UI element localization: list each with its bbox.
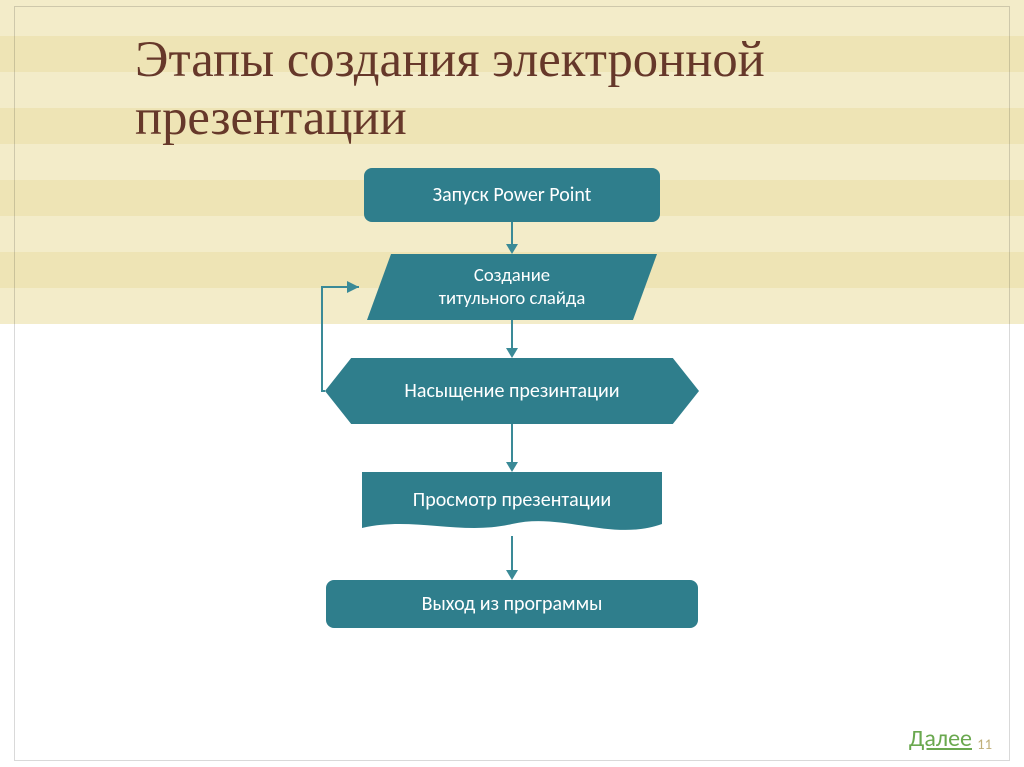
flow-node-label: Запуск Power Point: [433, 183, 592, 208]
flow-node-label: Просмотр презентации: [413, 488, 611, 513]
flow-node-4: Выход из программы: [326, 580, 698, 628]
page-title: Этапы создания электронной презентации: [135, 30, 895, 147]
flow-node-label: Выход из программы: [422, 592, 603, 617]
flow-arrow: [506, 536, 518, 580]
flow-node-0: Запуск Power Point: [364, 168, 660, 222]
flow-node-label: Насыщение презинтации: [404, 379, 619, 404]
flow-arrow: [506, 320, 518, 358]
flow-node-label: Создание титульного слайда: [439, 264, 586, 311]
flow-node-3: Просмотр презентации: [362, 472, 662, 536]
flow-arrow: [506, 424, 518, 472]
flowchart: Запуск Power Point Создание титульного сл…: [0, 168, 1024, 628]
page-number: 11: [977, 735, 992, 753]
slide: Этапы создания электронной презентации З…: [0, 0, 1024, 767]
flow-node-1: Создание титульного слайда: [379, 254, 645, 320]
next-button[interactable]: Далее: [909, 724, 972, 753]
flow-arrow: [506, 222, 518, 254]
flow-node-2: Насыщение презинтации: [325, 358, 699, 424]
